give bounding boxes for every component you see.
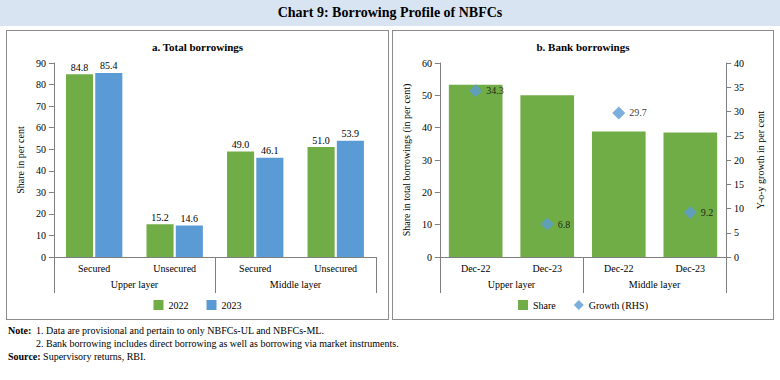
svg-text:40: 40 [36, 165, 46, 176]
svg-text:49.0: 49.0 [232, 139, 250, 150]
svg-text:0: 0 [41, 252, 46, 263]
svg-text:15.2: 15.2 [151, 212, 169, 223]
svg-text:90: 90 [36, 58, 46, 69]
svg-text:25: 25 [734, 130, 744, 141]
svg-text:Growth (RHS): Growth (RHS) [589, 300, 648, 312]
html-text:2. Bank borrowing includes dir: 2. Bank borrowing includes direct borrow… [36, 338, 399, 349]
svg-text:50: 50 [36, 144, 46, 155]
svg-text:80: 80 [36, 79, 46, 90]
svg-text:9.2: 9.2 [701, 207, 714, 218]
svg-text:0: 0 [734, 252, 739, 263]
svg-text:5: 5 [734, 227, 739, 238]
svg-text:Dec-22: Dec-22 [461, 263, 490, 274]
svg-text:30: 30 [422, 155, 432, 166]
svg-text:2023: 2023 [222, 300, 242, 311]
svg-text:Middle layer: Middle layer [270, 279, 322, 290]
svg-text:40: 40 [422, 122, 432, 133]
svg-text:84.8: 84.8 [71, 62, 89, 73]
svg-text:50: 50 [422, 90, 432, 101]
svg-text:Y-o-y growth in per cent: Y-o-y growth in per cent [755, 111, 766, 210]
svg-text:85.4: 85.4 [100, 60, 118, 71]
svg-text:20: 20 [734, 155, 744, 166]
svg-text:35: 35 [734, 82, 744, 93]
svg-text:Middle layer: Middle layer [629, 279, 681, 290]
svg-text:2022: 2022 [169, 300, 189, 311]
svg-text:70: 70 [36, 101, 46, 112]
svg-text:Share in per cent: Share in per cent [15, 126, 26, 194]
html-text:1. Data are provisional and pe: 1. Data are provisional and pertain to o… [36, 325, 324, 336]
svg-text:29.7: 29.7 [629, 107, 647, 118]
svg-text:60: 60 [36, 122, 46, 133]
svg-text:Secured: Secured [239, 263, 271, 274]
svg-text:Dec-22: Dec-22 [604, 263, 633, 274]
svg-text:40: 40 [734, 58, 744, 69]
svg-text:Unsecured: Unsecured [153, 263, 196, 274]
svg-text:30: 30 [36, 187, 46, 198]
svg-text:Share: Share [533, 300, 556, 311]
svg-text:Upper layer: Upper layer [488, 279, 536, 290]
svg-text:Upper layer: Upper layer [111, 279, 159, 290]
html-text:Note:: Note: [8, 325, 32, 336]
svg-text:30: 30 [734, 106, 744, 117]
svg-text:b. Bank borrowings: b. Bank borrowings [536, 41, 630, 53]
svg-text:14.6: 14.6 [181, 213, 199, 224]
html-text:Source: Supervisory returns, R: Source: Supervisory returns, RBI. [8, 351, 146, 362]
svg-text:10: 10 [422, 219, 432, 230]
svg-text:34.3: 34.3 [486, 85, 504, 96]
svg-text:Dec-23: Dec-23 [533, 263, 562, 274]
html-text:Chart 9: Borrowing Profile of: Chart 9: Borrowing Profile of NBFCs [277, 5, 503, 20]
svg-text:53.9: 53.9 [342, 128, 360, 139]
svg-text:Share in total borrowings (in: Share in total borrowings (in per cent) [401, 84, 413, 237]
svg-text:20: 20 [36, 208, 46, 219]
svg-text:15: 15 [734, 179, 744, 190]
svg-text:10: 10 [734, 203, 744, 214]
svg-text:51.0: 51.0 [312, 135, 330, 146]
svg-text:Secured: Secured [78, 263, 110, 274]
svg-text:10: 10 [36, 230, 46, 241]
svg-text:Unsecured: Unsecured [314, 263, 357, 274]
svg-text:Dec-23: Dec-23 [676, 263, 705, 274]
svg-text:20: 20 [422, 187, 432, 198]
svg-text:46.1: 46.1 [261, 145, 279, 156]
svg-text:0: 0 [427, 252, 432, 263]
svg-text:60: 60 [422, 58, 432, 69]
svg-text:6.8: 6.8 [558, 219, 571, 230]
svg-text:a. Total borrowings: a. Total borrowings [152, 41, 244, 53]
